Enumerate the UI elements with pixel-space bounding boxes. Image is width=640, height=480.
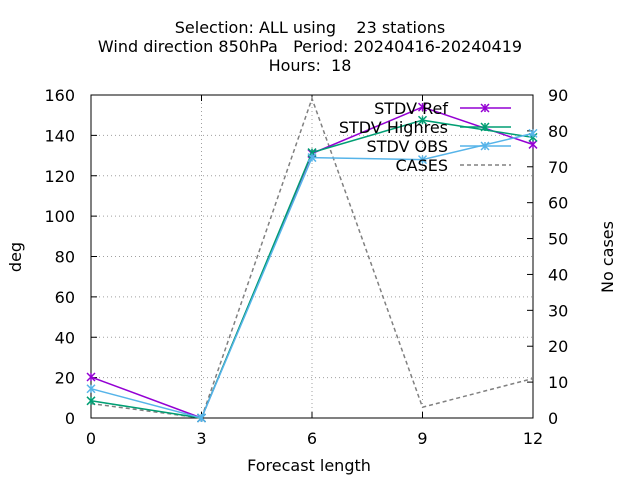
data-point (417, 115, 428, 125)
data-point (480, 122, 490, 132)
x-axis-label: Forecast length (247, 456, 371, 475)
y-tick-label: 140 (44, 126, 75, 145)
y-tick-label: 120 (44, 167, 75, 186)
grid (91, 95, 533, 418)
x-tick-label: 3 (196, 429, 206, 448)
y2-tick-label: 80 (548, 122, 568, 141)
x-tick-label: 9 (417, 429, 427, 448)
data-point (86, 372, 96, 382)
y-tick-label: 60 (55, 288, 75, 307)
y2-tick-label: 20 (548, 337, 568, 356)
data-point (480, 141, 490, 151)
data-point (86, 396, 96, 406)
y-tick-label: 160 (44, 86, 75, 105)
y2-axis-label: No cases (598, 221, 617, 293)
y2-tick-label: 0 (548, 409, 558, 428)
title-line: Hours: 18 (269, 56, 352, 75)
y-tick-label: 40 (55, 328, 75, 347)
legend-label: CASES (395, 156, 448, 175)
data-point (528, 139, 538, 149)
y2-tick-label: 60 (548, 194, 568, 213)
x-tick-label: 12 (523, 429, 543, 448)
y2-tick-label: 90 (548, 86, 568, 105)
y2-tick-label: 30 (548, 301, 568, 320)
y2-tick-label: 10 (548, 373, 568, 392)
y-axis-label: deg (6, 242, 25, 272)
y-tick-label: 0 (65, 409, 75, 428)
series (86, 96, 538, 423)
data-point (86, 384, 96, 394)
data-point (307, 153, 317, 163)
x-tick-label: 0 (86, 429, 96, 448)
y-tick-label: 80 (55, 248, 75, 267)
y2-tick-label: 40 (548, 265, 568, 284)
data-point (417, 155, 428, 165)
legend-label: STDV OBS (367, 137, 448, 156)
y2-tick-label: 50 (548, 230, 568, 249)
legend-label: STDV Highres (339, 118, 448, 137)
legend-label: STDV Ref (374, 99, 448, 118)
title-line: Wind direction 850hPa Period: 20240416-2… (98, 37, 522, 56)
y2-tick-label: 70 (548, 158, 568, 177)
y2-tick-labels: 0 10 20 30 40 50 60 70 80 90 (548, 86, 568, 428)
data-point (417, 102, 428, 112)
y-tick-label: 20 (55, 369, 75, 388)
x-tick-label: 6 (307, 429, 317, 448)
y-tick-labels: 0 20 40 60 80 100 120 140 160 (44, 86, 75, 428)
series-line-stdv-highres (90, 119, 534, 419)
title-line: Selection: ALL using 23 stations (175, 18, 445, 37)
x-tick-labels: 0 3 6 9 12 (86, 429, 543, 448)
data-point (480, 103, 490, 113)
data-point (196, 413, 207, 423)
series-line-cases (90, 96, 534, 419)
y-tick-label: 100 (44, 207, 75, 226)
data-point (528, 128, 538, 138)
